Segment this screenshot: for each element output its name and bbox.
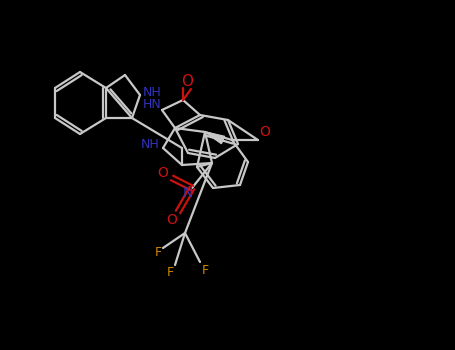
- Text: NH: NH: [141, 139, 159, 152]
- Text: N: N: [183, 186, 193, 200]
- Text: NH: NH: [142, 86, 162, 99]
- Text: O: O: [181, 75, 193, 90]
- Text: HN: HN: [142, 98, 162, 112]
- Text: F: F: [154, 246, 162, 259]
- Text: F: F: [167, 266, 173, 280]
- Text: O: O: [167, 213, 177, 227]
- Text: F: F: [202, 264, 208, 276]
- Text: O: O: [157, 166, 168, 180]
- Text: O: O: [259, 125, 270, 139]
- Polygon shape: [205, 132, 225, 143]
